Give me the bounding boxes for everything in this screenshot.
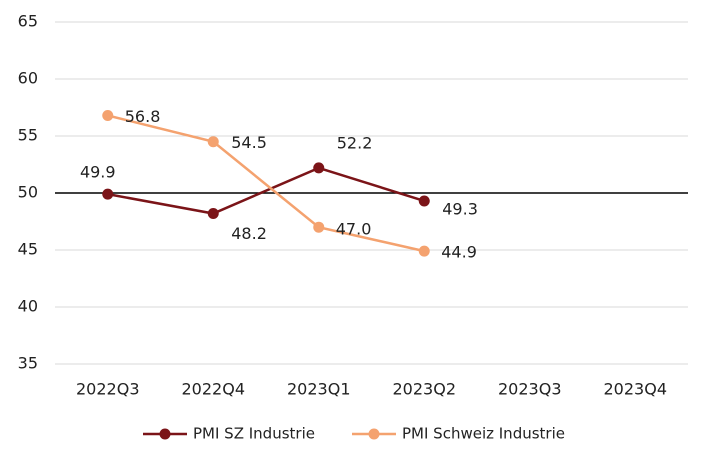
point xyxy=(418,195,430,207)
point xyxy=(313,162,325,174)
y-tick-label: 40 xyxy=(18,297,38,316)
y-tick-label: 45 xyxy=(18,240,38,259)
x-tick-label: 2022Q3 xyxy=(76,380,140,399)
point xyxy=(207,208,219,220)
point xyxy=(313,221,325,233)
legend-marker xyxy=(159,428,171,440)
x-tick-label: 2023Q3 xyxy=(498,380,562,399)
point xyxy=(207,136,219,148)
y-tick-label: 55 xyxy=(18,126,38,145)
series-line xyxy=(107,166,425,215)
y-tick-label: 65 xyxy=(18,12,38,31)
legend-label: PMI Schweiz Industrie xyxy=(402,425,565,443)
y-tick-label: 60 xyxy=(18,69,38,88)
y-tick-label: 35 xyxy=(18,354,38,373)
point xyxy=(102,188,114,200)
data-label: 49.9 xyxy=(80,163,116,182)
legend-label: PMI SZ Industrie xyxy=(193,425,315,443)
data-label: 56.8 xyxy=(125,107,161,126)
data-label: 54.5 xyxy=(231,133,267,152)
point xyxy=(418,245,430,257)
x-tick-label: 2022Q4 xyxy=(182,380,246,399)
x-tick-label: 2023Q2 xyxy=(393,380,457,399)
x-tick-label: 2023Q1 xyxy=(287,380,351,399)
data-label: 52.2 xyxy=(337,133,373,152)
legend-marker xyxy=(368,428,380,440)
data-label: 48.2 xyxy=(231,224,267,243)
x-tick-label: 2023Q4 xyxy=(604,380,668,399)
data-label: 49.3 xyxy=(442,199,478,218)
point xyxy=(102,109,114,121)
y-tick-label: 50 xyxy=(18,183,38,202)
data-label: 44.9 xyxy=(441,243,477,262)
data-label: 47.0 xyxy=(336,220,372,239)
series-line xyxy=(107,114,425,253)
